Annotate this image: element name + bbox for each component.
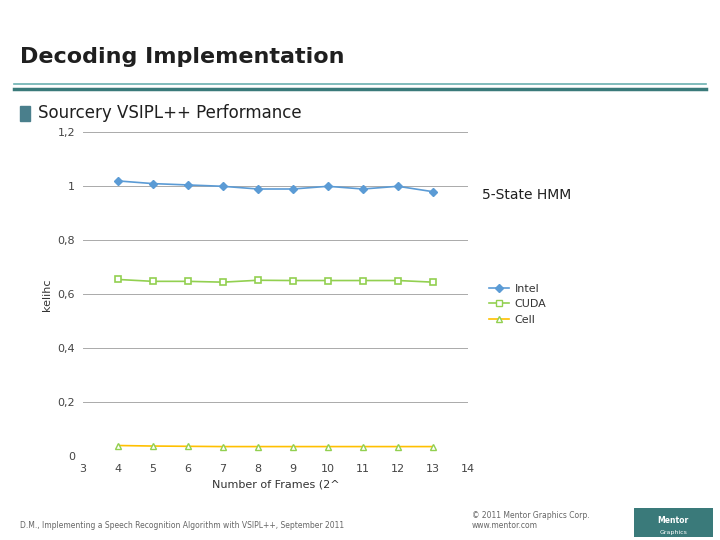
Text: 5-State HMM: 5-State HMM xyxy=(482,188,572,202)
Y-axis label: kelihc: kelihc xyxy=(42,278,52,310)
FancyBboxPatch shape xyxy=(634,508,713,537)
Text: Sourcery VSIPL++ Performance: Sourcery VSIPL++ Performance xyxy=(38,104,302,123)
Text: Mentor: Mentor xyxy=(657,516,689,525)
Legend: Intel, CUDA, Cell: Intel, CUDA, Cell xyxy=(489,284,546,325)
Text: Decoding Implementation: Decoding Implementation xyxy=(20,46,345,67)
X-axis label: Number of Frames (2^: Number of Frames (2^ xyxy=(212,480,339,489)
Text: D.M., Implementing a Speech Recognition Algorithm with VSIPL++, September 2011: D.M., Implementing a Speech Recognition … xyxy=(20,521,344,530)
Text: Graphics: Graphics xyxy=(660,530,687,535)
Text: © 2011 Mentor Graphics Corp.
www.mentor.com: © 2011 Mentor Graphics Corp. www.mentor.… xyxy=(472,511,589,530)
